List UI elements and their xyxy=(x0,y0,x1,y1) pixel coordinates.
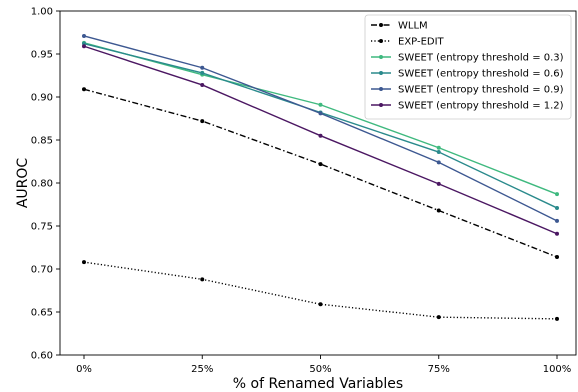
legend-label: SWEET (entropy threshold = 1.2) xyxy=(398,101,564,112)
data-point xyxy=(436,181,441,186)
legend-marker xyxy=(379,39,383,43)
data-point xyxy=(318,162,323,167)
y-tick-label: 0.95 xyxy=(31,50,53,61)
y-axis-label: AUROC xyxy=(15,158,31,209)
legend-entry: SWEET (entropy threshold = 1.2) xyxy=(371,101,564,112)
data-point xyxy=(200,82,205,87)
x-tick-label: 25% xyxy=(191,364,213,375)
series-0 xyxy=(82,87,559,259)
y-tick-label: 0.70 xyxy=(31,265,53,276)
data-point xyxy=(555,254,559,259)
series-5 xyxy=(82,44,559,236)
data-point xyxy=(200,70,205,75)
data-point xyxy=(200,119,205,124)
legend-marker xyxy=(379,71,383,75)
legend-marker xyxy=(379,23,383,27)
legend-entry: WLLM xyxy=(371,21,428,32)
data-point xyxy=(555,316,559,321)
data-point xyxy=(436,315,441,320)
legend-marker xyxy=(379,55,383,59)
data-point xyxy=(200,277,205,282)
data-point xyxy=(82,87,86,92)
data-point xyxy=(82,33,86,38)
y-tick-label: 1.00 xyxy=(31,7,53,18)
data-point xyxy=(200,65,205,70)
data-point xyxy=(318,133,323,138)
data-point xyxy=(555,192,559,197)
series-4 xyxy=(82,33,559,223)
legend-box xyxy=(364,14,572,120)
y-tick-label: 0.85 xyxy=(31,136,53,147)
series-1 xyxy=(82,260,559,321)
y-tick-label: 0.60 xyxy=(31,351,53,362)
data-point xyxy=(555,231,559,236)
data-point xyxy=(318,102,323,107)
series-line xyxy=(83,261,558,320)
data-point xyxy=(436,145,441,150)
legend-entry: SWEET (entropy threshold = 0.9) xyxy=(371,85,564,96)
y-tick-label: 0.65 xyxy=(31,308,53,319)
x-tick-label: 0% xyxy=(76,364,92,375)
legend-marker xyxy=(379,103,383,107)
data-point xyxy=(436,160,441,165)
x-tick-label: 100% xyxy=(543,364,572,375)
legend: WLLM EXP-EDIT SWEET (entropy threshold = 0… xyxy=(364,14,572,120)
data-point xyxy=(318,302,323,307)
x-tick-label: 75% xyxy=(428,364,450,375)
legend-marker xyxy=(379,87,383,91)
y-tick-label: 0.75 xyxy=(31,222,53,233)
data-point xyxy=(436,150,441,155)
y-tick-label: 0.90 xyxy=(31,93,53,104)
data-point xyxy=(82,260,86,265)
x-axis-label: % of Renamed Variables xyxy=(233,376,403,392)
data-point xyxy=(82,44,86,49)
data-point xyxy=(555,218,559,223)
legend-label: WLLM xyxy=(398,21,428,32)
x-tick-label: 50% xyxy=(309,364,331,375)
legend-label: SWEET (entropy threshold = 0.9) xyxy=(398,85,564,96)
legend-entry: EXP-EDIT xyxy=(371,37,445,48)
legend-label: SWEET (entropy threshold = 0.6) xyxy=(398,69,564,80)
data-point xyxy=(555,205,559,210)
data-point xyxy=(318,111,323,116)
plot-area xyxy=(82,33,559,321)
y-tick-label: 0.80 xyxy=(31,179,53,190)
series-line xyxy=(83,88,558,258)
legend-entry: SWEET (entropy threshold = 0.6) xyxy=(371,69,564,80)
axes: 0.60 0.65 0.70 0.75 0.80 0.85 0.90 0.95 1.00 0% 25… xyxy=(31,7,577,375)
legend-label: SWEET (entropy threshold = 0.3) xyxy=(398,53,564,64)
legend-label: EXP-EDIT xyxy=(398,37,445,48)
data-point xyxy=(436,208,441,213)
legend-entry: SWEET (entropy threshold = 0.3) xyxy=(371,53,564,64)
